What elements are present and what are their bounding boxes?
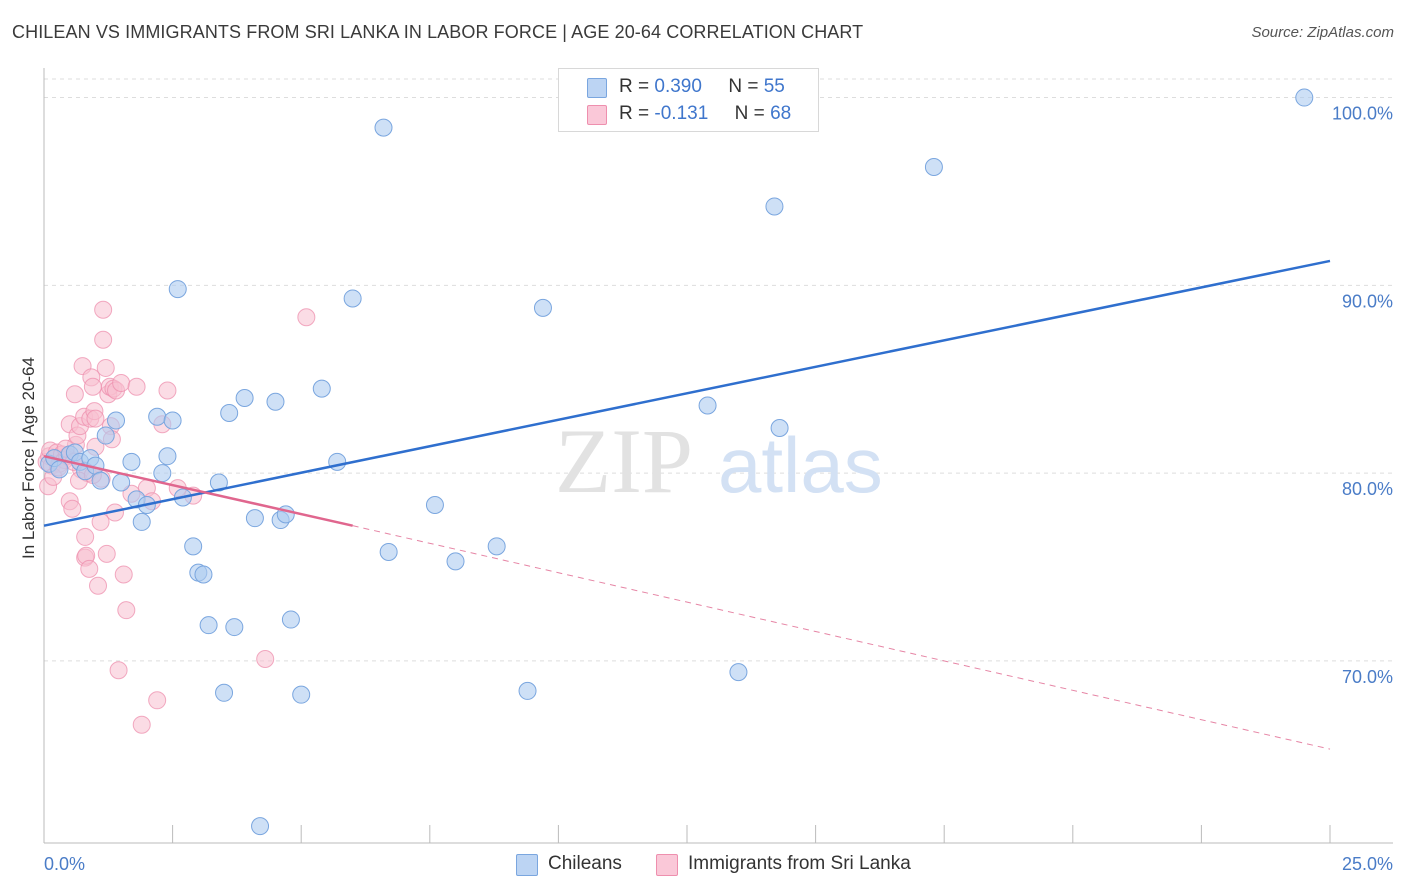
chileans-point: [251, 817, 270, 836]
sri-lanka-trend-extension: [352, 525, 1331, 750]
sri-lanka-point: [158, 381, 177, 400]
chileans-point: [91, 471, 110, 490]
chileans-point: [148, 407, 167, 426]
chileans-point: [374, 118, 393, 137]
sri-lanka-point: [127, 377, 146, 396]
chileans-point: [107, 411, 126, 430]
series-label-sri-lanka: Immigrants from Sri Lanka: [688, 853, 911, 874]
series-legend: Chileans Immigrants from Sri Lanka: [0, 852, 1406, 878]
trend-lines: [43, 259, 1331, 750]
legend-n-label: N =: [728, 76, 759, 97]
legend-swatch-chileans: [587, 78, 607, 98]
sri-lanka-point: [83, 377, 102, 396]
chileans-point: [518, 681, 537, 700]
legend-r-value: -0.131: [654, 103, 709, 124]
sri-lanka-point: [65, 385, 84, 404]
chileans-trend-line: [43, 259, 1331, 527]
chart-title: CHILEAN VS IMMIGRANTS FROM SRI LANKA IN …: [12, 22, 864, 42]
chileans-point: [220, 404, 239, 423]
legend-n-value: 68: [770, 103, 792, 124]
chileans-point: [312, 379, 331, 398]
sri-lanka-point: [94, 330, 113, 349]
legend-n-value: 55: [763, 76, 785, 97]
chileans-point: [199, 616, 218, 635]
chileans-point: [533, 298, 552, 317]
chileans-point: [163, 411, 182, 430]
chileans-point: [770, 419, 789, 438]
chileans-point: [96, 426, 115, 445]
y-tick-label: 70.0%: [1342, 667, 1393, 687]
chileans-point: [153, 464, 172, 483]
chileans-point: [225, 618, 244, 637]
sri-lanka-point: [297, 308, 316, 327]
chileans-point: [292, 685, 311, 704]
chileans-point: [122, 452, 141, 471]
chileans-point: [729, 663, 748, 682]
sri-lanka-point: [132, 715, 151, 734]
sri-lanka-point: [94, 300, 113, 319]
legend-r-label: R =: [619, 103, 650, 124]
chileans-point: [487, 537, 506, 556]
y-tick-label: 80.0%: [1342, 479, 1393, 499]
sri-lanka-point: [76, 527, 95, 546]
watermark-atlas: atlas: [718, 421, 883, 509]
chileans-point: [194, 565, 213, 584]
legend-swatch-sri-lanka: [587, 105, 607, 125]
chileans-point: [1295, 88, 1314, 107]
chileans-point: [765, 197, 784, 216]
chileans-point: [245, 509, 264, 528]
sri-lanka-point: [97, 544, 116, 563]
sri-lanka-point: [109, 661, 128, 680]
sri-lanka-point: [148, 691, 167, 710]
chileans-point: [425, 496, 444, 515]
sri-lanka-point: [96, 358, 115, 377]
sri-lanka-trend-line: [43, 454, 353, 527]
chileans-point: [50, 460, 69, 479]
series-swatch-chileans: [516, 854, 538, 876]
x-tick-label-right: 25.0%: [1342, 854, 1393, 874]
chileans-point: [343, 289, 362, 308]
legend-n-label: N =: [734, 103, 765, 124]
series-label-chileans: Chileans: [548, 853, 622, 874]
chileans-point: [132, 512, 151, 531]
chileans-point: [168, 280, 187, 299]
chileans-point: [112, 473, 131, 492]
chileans-point: [184, 537, 203, 556]
gridlines: [44, 78, 1393, 662]
chileans-point: [446, 552, 465, 571]
sri-lanka-point: [117, 601, 136, 620]
watermark-zip: ZIP: [555, 410, 693, 512]
sri-lanka-point: [80, 559, 99, 578]
chileans-point: [209, 473, 228, 492]
y-tick-labels: 100.0% 90.0% 80.0% 70.0%: [1332, 104, 1393, 687]
chileans-point: [158, 447, 177, 466]
sri-lanka-point: [112, 373, 131, 392]
sri-lanka-point: [86, 409, 105, 428]
y-tick-label: 90.0%: [1342, 291, 1393, 311]
y-axis-label: In Labor Force | Age 20-64: [19, 357, 38, 559]
sri-lanka-point: [256, 649, 275, 668]
watermark: ZIP atlas: [555, 410, 883, 512]
y-tick-label: 100.0%: [1332, 104, 1393, 124]
legend-r-value: 0.390: [654, 76, 702, 97]
chileans-point: [924, 158, 943, 177]
chileans-point: [698, 396, 717, 415]
chileans-point: [215, 683, 234, 702]
stats-legend: R = 0.390 N = 55 R = -0.131 N = 68: [558, 68, 819, 132]
chileans-point: [266, 392, 285, 411]
chileans-point: [235, 388, 254, 407]
axes: [43, 68, 1393, 844]
x-tick-label-left: 0.0%: [44, 854, 85, 874]
chileans-point: [281, 610, 300, 629]
chileans-point: [379, 542, 398, 561]
source-credit: Source: ZipAtlas.com: [1251, 24, 1394, 41]
series-swatch-sri-lanka: [656, 854, 678, 876]
sri-lanka-point: [114, 565, 133, 584]
sri-lanka-point: [89, 576, 108, 595]
sri-lanka-point: [63, 499, 82, 518]
legend-r-label: R =: [619, 76, 650, 97]
